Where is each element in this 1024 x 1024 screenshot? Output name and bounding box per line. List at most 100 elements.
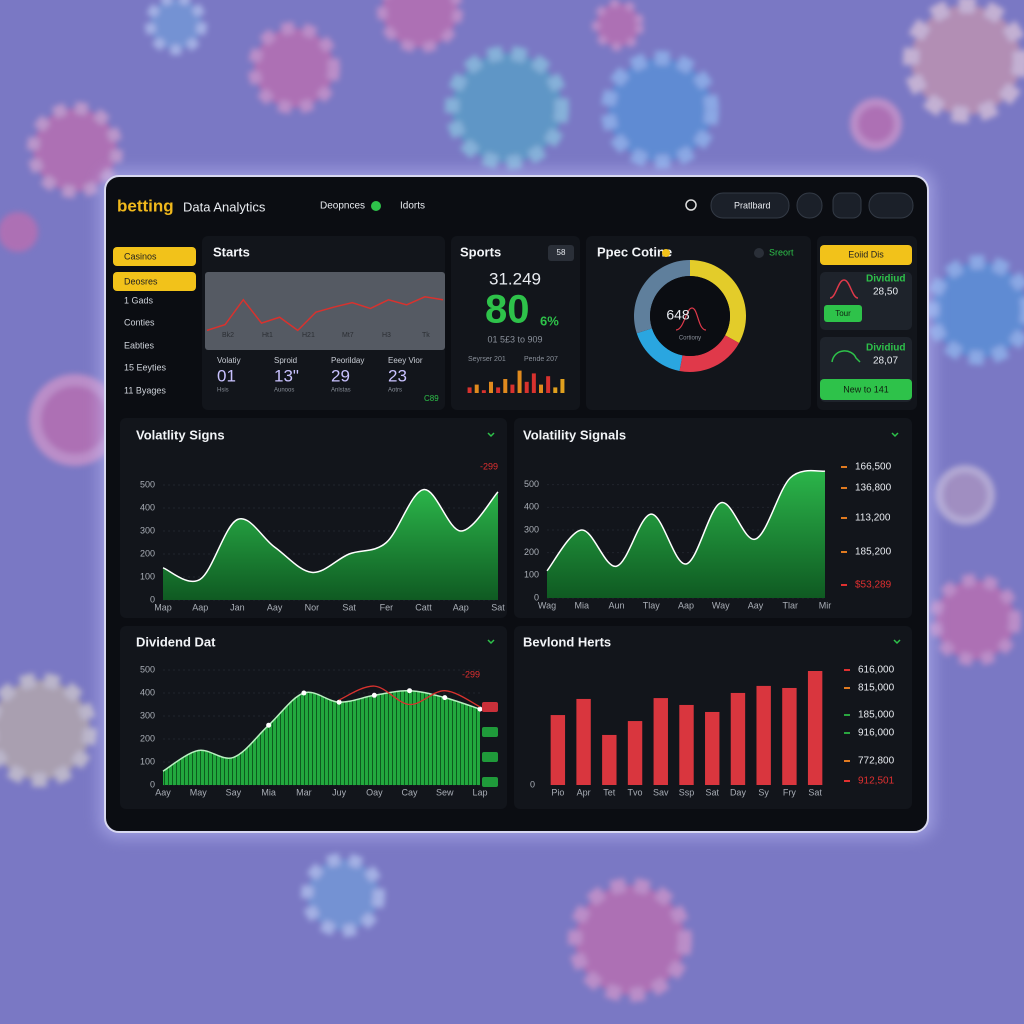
x-tick-label: Aap <box>453 602 469 612</box>
area-fill <box>547 470 825 598</box>
icon-button[interactable] <box>796 192 823 219</box>
legend-label: Sreort <box>769 247 794 257</box>
sidebar-item[interactable]: Eabties <box>124 340 155 350</box>
x-tick-label: Aap <box>678 600 694 610</box>
y-tick-label: 500 <box>140 479 155 489</box>
bar <box>510 384 515 393</box>
panel-button-label: Eoiid Dis <box>848 249 884 259</box>
y-tick-label: 300 <box>140 710 155 720</box>
bar <box>602 734 617 785</box>
card-value: 28,50 <box>873 287 898 298</box>
y-tick-label: 0 <box>534 592 539 602</box>
search-icon[interactable] <box>685 199 697 211</box>
x-tick-label: Mt7 <box>342 332 354 339</box>
card-title: Dividiud <box>866 274 905 285</box>
stat-value: 01 <box>217 366 236 385</box>
background-chips <box>0 0 1024 1002</box>
point <box>477 706 483 712</box>
x-tick-label: Fry <box>783 787 796 797</box>
x-tick-label: Map <box>154 602 172 612</box>
sidebar-item[interactable]: Conties <box>124 317 155 327</box>
y-tick-label: 200 <box>140 733 155 743</box>
sidebar-item[interactable]: Casinos <box>124 251 157 261</box>
y-tick-label: 0 <box>150 594 155 604</box>
x-tick-label: Wag <box>538 600 556 610</box>
x-tick-label: Aap <box>192 602 208 612</box>
bar <box>546 376 551 393</box>
x-tick-label: Sav <box>653 787 669 797</box>
x-tick-label: Sew <box>436 787 454 797</box>
x-tick-label: Mia <box>574 600 589 610</box>
line <box>338 685 481 708</box>
y-tick-label: 200 <box>524 547 539 557</box>
panel-title: Sports <box>460 244 501 259</box>
plot-bg <box>205 272 445 350</box>
donut-pulse <box>675 307 707 331</box>
x-tick-label: Tk <box>422 332 430 339</box>
area-line <box>546 469 826 572</box>
chart-title: Volatility Signals <box>523 427 626 442</box>
collapse-icons[interactable] <box>487 432 901 645</box>
x-tick-label: Pio <box>551 787 564 797</box>
x-tick-label: Aay <box>155 787 171 797</box>
panel-button[interactable] <box>820 245 912 265</box>
nav-item[interactable]: Idorts <box>400 201 425 212</box>
x-tick-label: Mar <box>296 787 312 797</box>
stat-label: Eeey Vior <box>388 356 423 365</box>
donut-slice <box>679 335 740 372</box>
bar <box>496 387 501 393</box>
sidebar-active[interactable] <box>113 247 196 266</box>
right-label: 166,500 <box>855 462 892 473</box>
stat-label: Sproid <box>274 356 297 365</box>
nav-item[interactable]: Deopnces <box>320 201 365 212</box>
x-tick-label: Nor <box>305 602 320 612</box>
x-tick-label: Cay <box>402 787 419 797</box>
donut-slice <box>634 260 690 334</box>
stat-value: 13" <box>274 366 299 385</box>
foot-label: Seyrser 201 <box>468 356 506 363</box>
bar <box>553 387 558 393</box>
right-label: 616,000 <box>858 665 895 676</box>
x-tick-label: Say <box>226 787 242 797</box>
x-tick-label: Aay <box>267 602 283 612</box>
card-button[interactable] <box>824 305 862 322</box>
x-tick-label: Bk2 <box>222 332 234 339</box>
sidebar-item[interactable]: 11 Byages <box>124 385 166 395</box>
sidebar-item[interactable]: 15 Eeyties <box>124 362 167 372</box>
x-tick-label: H3 <box>382 332 391 339</box>
stat-value: 29 <box>331 366 350 385</box>
y-tick-label: 0 <box>150 779 155 789</box>
info-dot <box>662 249 670 257</box>
stat-sub: Hsis <box>217 388 229 394</box>
chart-title: Dividend Dat <box>136 634 216 649</box>
side-badge <box>482 702 498 712</box>
card-button-label: New to 141 <box>843 384 889 394</box>
menu-button[interactable] <box>868 192 914 219</box>
sidebar-active[interactable] <box>113 272 196 291</box>
sidebar-item[interactable]: Deosres <box>124 276 158 286</box>
bar <box>653 698 668 785</box>
panel <box>451 236 580 410</box>
badge-label: 58 <box>557 248 566 257</box>
logo: betting <box>117 196 174 215</box>
x-tick-label: Sat <box>705 787 719 797</box>
header-button[interactable] <box>710 192 790 219</box>
donut-slice <box>636 328 683 372</box>
right-label: 912,501 <box>858 776 895 787</box>
bar <box>489 381 493 393</box>
panel-title: Starts <box>213 244 250 259</box>
x-tick-label: Mia <box>261 787 276 797</box>
right-label: 772,800 <box>858 756 895 767</box>
badge <box>548 245 574 261</box>
donut-sub: Cortiony <box>679 336 701 342</box>
area-line <box>162 488 499 582</box>
x-tick-label: Aay <box>748 600 764 610</box>
icon-button[interactable] <box>832 192 862 219</box>
header-button-label: Pratlbard <box>734 200 771 210</box>
card-button[interactable] <box>820 379 912 400</box>
x-tick-label: Tlar <box>783 600 799 610</box>
sidebar-item[interactable]: 1 Gads <box>124 295 154 305</box>
y-tick-label: 300 <box>140 525 155 535</box>
stat-label: Peorilday <box>331 356 364 365</box>
subtext: 01 5£3 to 909 <box>487 334 542 344</box>
